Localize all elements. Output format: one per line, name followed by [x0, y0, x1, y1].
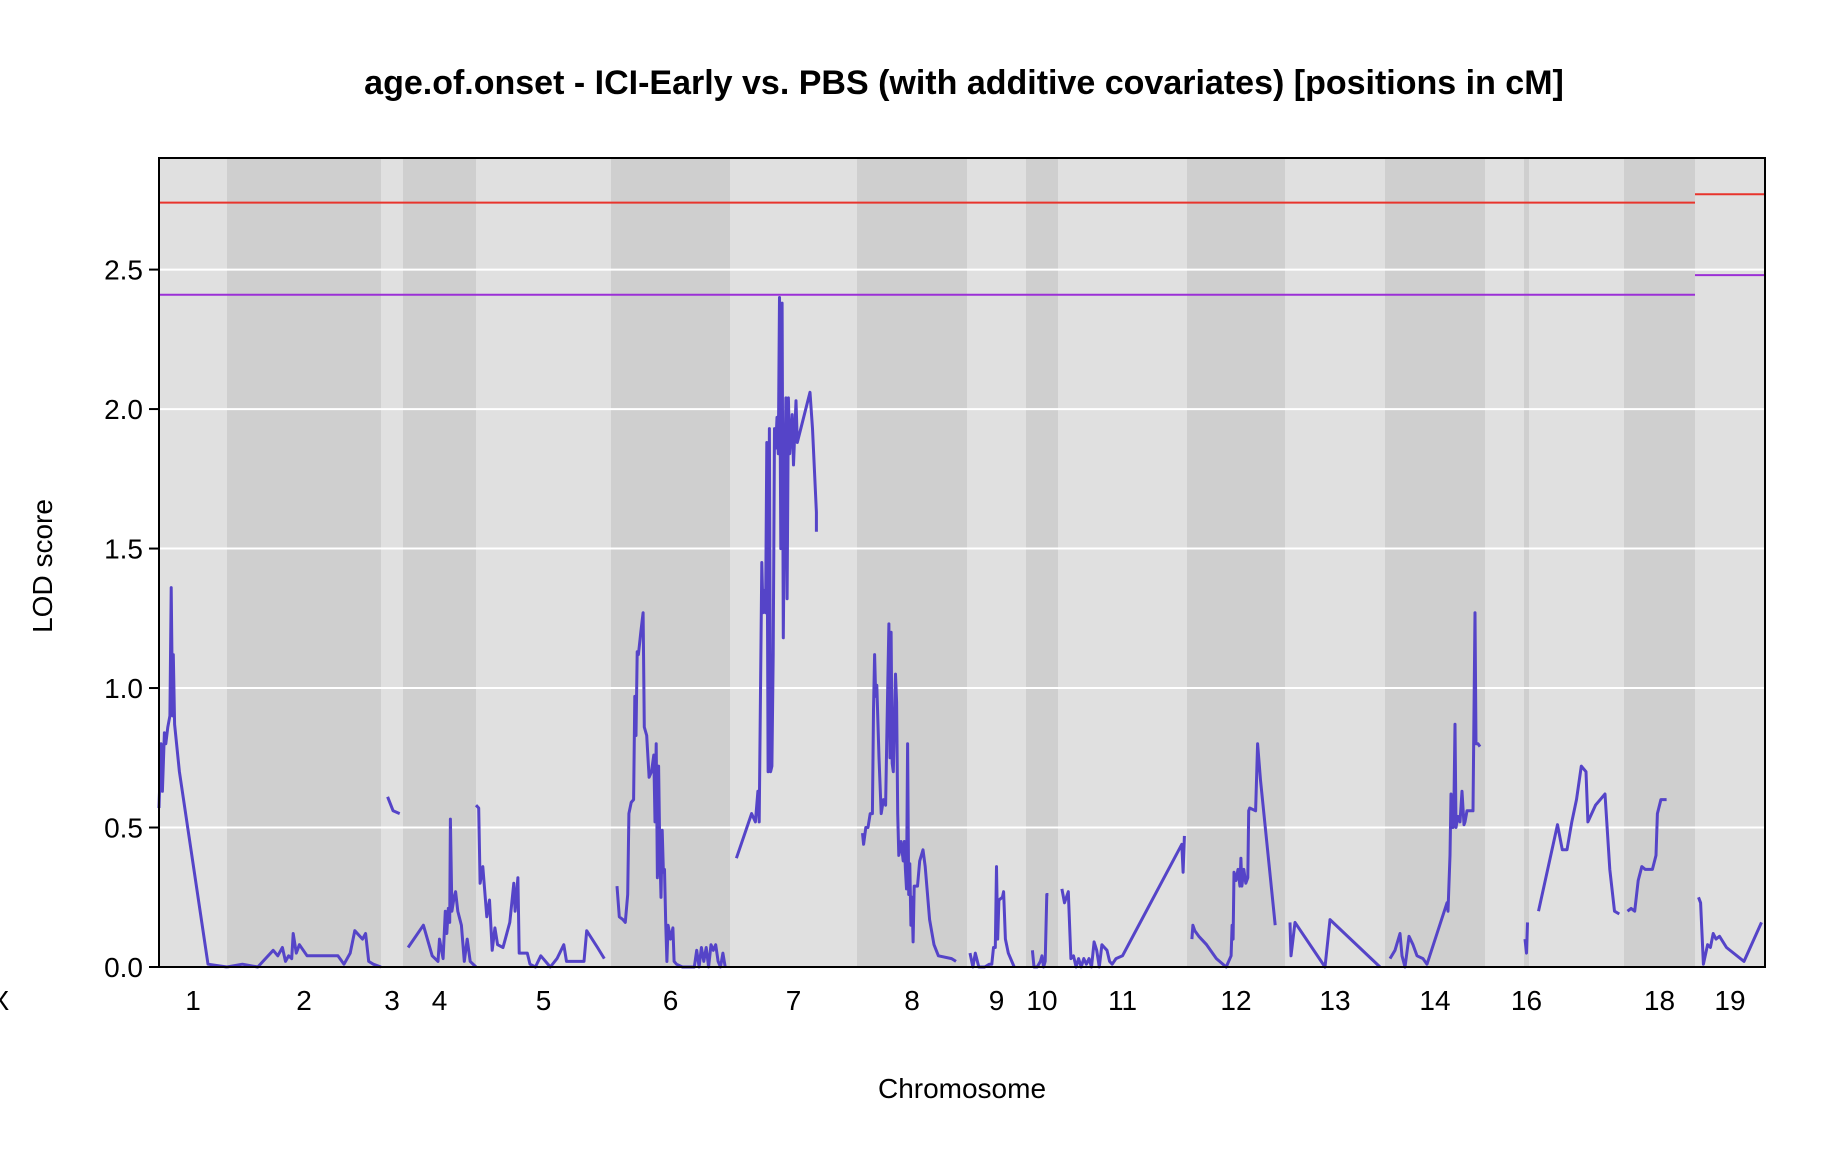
chromosome-band-3: [381, 158, 403, 967]
lod-curve-chr-7: [734, 296, 818, 859]
chromosome-band-1: [159, 158, 227, 967]
y-tick-label: 0.0: [104, 952, 143, 983]
chromosome-band-18: [1624, 158, 1695, 967]
plot-frame: [158, 157, 1766, 968]
x-axis: 1234567891011121314161819X: [0, 985, 1746, 1016]
y-tick-label: 2.0: [104, 394, 143, 425]
lod-curve-chr-12: [1190, 742, 1277, 969]
lod-curve-chr-8: [861, 622, 957, 963]
x-tick-label: 12: [1220, 985, 1251, 1016]
x-tick-label: 3: [384, 985, 400, 1016]
y-tick-label: 2.5: [104, 255, 143, 286]
y-tick-label: 1.5: [104, 534, 143, 565]
x-tick-label: 13: [1319, 985, 1350, 1016]
chromosome-band-12: [1187, 158, 1285, 967]
y-axis: 0.0 0.5 1.0 1.5 2.0 2.5: [104, 255, 159, 983]
x-tick-label: 7: [786, 985, 802, 1016]
lod-curve-chr-2: [226, 929, 382, 969]
y-tick-label: 0.5: [104, 813, 143, 844]
x-axis-label: Chromosome: [878, 1073, 1046, 1104]
threshold-lines: [159, 193, 1765, 296]
chromosome-band-8: [857, 158, 967, 967]
lod-curve-chr-17: [1537, 764, 1621, 916]
chromosome-band-5: [476, 158, 611, 967]
chromosome-band-10: [1026, 158, 1058, 967]
chromosome-band-19: [1695, 158, 1765, 967]
lod-curve-chr-14: [1388, 611, 1482, 969]
lod-curve-chr-19: [1697, 896, 1763, 966]
x-tick-label: 4: [432, 985, 448, 1016]
gridlines: [159, 268, 1765, 829]
x-tick-label: X: [0, 985, 10, 1016]
x-tick-label: 5: [536, 985, 552, 1016]
chromosome-band-4: [403, 158, 476, 967]
y-axis-label: LOD score: [27, 499, 58, 633]
chromosome-band-9: [967, 158, 1026, 967]
lod-curve-chr-9: [968, 865, 1016, 969]
chromosome-band-6: [611, 158, 730, 967]
x-tick-label: 10: [1026, 985, 1057, 1016]
chromosome-band-13: [1285, 158, 1385, 967]
chromosome-band-11: [1058, 158, 1187, 967]
chromosome-band-15: [1485, 158, 1524, 967]
lod-curve-chr-18: [1626, 798, 1667, 913]
lod-curve-chr-3: [386, 796, 401, 815]
lod-curve-chr-11: [1060, 835, 1186, 969]
chromosome-band-14: [1385, 158, 1485, 967]
y-tick-label: 1.0: [104, 673, 143, 704]
lod-curve-chr-1: [157, 586, 228, 969]
lod-curve-chr-16: [1523, 922, 1529, 955]
lod-curves: [157, 296, 1763, 969]
lod-curve-chr-5: [474, 804, 606, 969]
x-tick-label: 19: [1714, 985, 1745, 1016]
x-tick-label: 6: [663, 985, 679, 1016]
chromosome-band-7: [730, 158, 857, 967]
x-tick-label: 9: [989, 985, 1005, 1016]
chromosome-band-16: [1524, 158, 1529, 967]
x-tick-label: 18: [1644, 985, 1675, 1016]
x-tick-label: 16: [1511, 985, 1542, 1016]
lod-curve-chr-6: [615, 611, 727, 969]
x-tick-label: 14: [1419, 985, 1450, 1016]
lod-curve-chr-4: [406, 817, 478, 969]
x-tick-label: 2: [296, 985, 312, 1016]
x-tick-label: 11: [1108, 985, 1137, 1016]
chart-title: age.of.onset - ICI-Early vs. PBS (with a…: [364, 64, 1564, 102]
x-tick-label: 1: [185, 985, 201, 1016]
chromosome-bands: [159, 158, 1765, 967]
lod-curve-chr-13: [1288, 918, 1382, 969]
x-tick-label: 8: [904, 985, 920, 1016]
chromosome-band-2: [227, 158, 381, 967]
